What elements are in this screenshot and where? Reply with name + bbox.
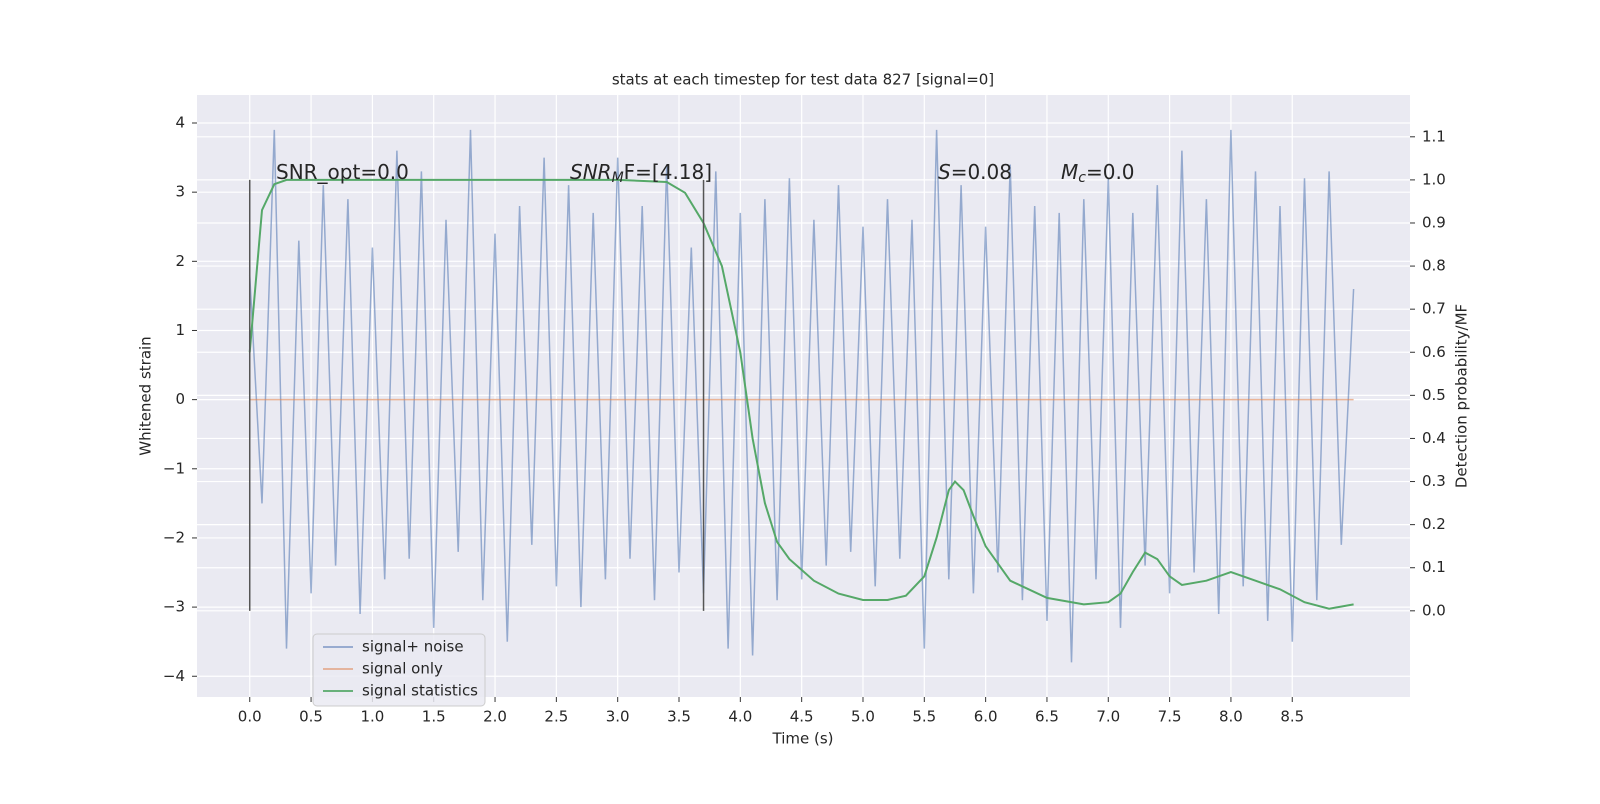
y-tick-label: −1 (163, 459, 185, 477)
x-axis-label: Time (s) (772, 730, 834, 748)
x-tick-label: 2.5 (544, 708, 568, 726)
annotation: S=0.08 (938, 160, 1012, 184)
y2-tick-label: 0.9 (1422, 213, 1446, 231)
chart-title: stats at each timestep for test data 827… (612, 71, 994, 89)
series-line (248, 178, 1354, 610)
x-tick-label: 7.0 (1096, 708, 1120, 726)
annotation: SNR_opt=0.0 (276, 160, 409, 184)
y2-tick-label: 0.5 (1422, 386, 1446, 404)
annotation: SNRMF=[4.18] (570, 160, 712, 187)
x-tick-label: 6.5 (1035, 708, 1059, 726)
annotation: Mc=0.0 (1061, 160, 1135, 187)
annotation-part: =0.08 (951, 160, 1012, 184)
annotation-part: c (1078, 170, 1086, 186)
x-tick-label: 1.0 (360, 708, 384, 726)
plot-area (197, 95, 1410, 697)
y2-tick-label: 0.2 (1422, 515, 1446, 533)
annotation-part: M (612, 170, 624, 186)
y-tick-label: 2 (175, 252, 185, 270)
x-tick-label: 8.0 (1219, 708, 1243, 726)
annotation-part: F=[4.18] (624, 160, 712, 184)
legend-label: signal+ noise (362, 638, 464, 656)
x-tick-label: 4.5 (790, 708, 814, 726)
x-tick-label: 8.5 (1280, 708, 1304, 726)
y2-tick-label: 0.3 (1422, 472, 1446, 490)
annotation-part: =0.0 (1086, 160, 1135, 184)
legend-label: signal statistics (362, 682, 478, 700)
y-tick-label: 0 (175, 390, 185, 408)
y2-tick-label: 0.6 (1422, 343, 1446, 361)
legend-box (312, 633, 486, 707)
x-tick-label: 3.5 (667, 708, 691, 726)
y2-tick-label: 0.1 (1422, 558, 1446, 576)
x-tick-label: 1.5 (422, 708, 446, 726)
y-tick-label: 3 (175, 183, 185, 201)
x-tick-label: 0.0 (238, 708, 262, 726)
y2-tick-label: 1.0 (1422, 170, 1446, 188)
y2-tick-label: 0.0 (1422, 601, 1446, 619)
x-tick-label: 0.5 (299, 708, 323, 726)
annotation-part: SNR (570, 160, 612, 184)
x-tick-label: 5.0 (851, 708, 875, 726)
y2-axis-label: Detection probability/MF (1453, 304, 1471, 488)
annotation-part: SNR_opt=0.0 (276, 160, 409, 184)
y2-tick-label: 0.7 (1422, 300, 1446, 318)
x-tick-label: 7.5 (1158, 708, 1182, 726)
series-line (248, 129, 1355, 663)
y-tick-label: 1 (175, 321, 185, 339)
legend-label: signal only (362, 660, 443, 678)
y2-tick-label: 0.8 (1422, 257, 1446, 275)
y2-tick-label: 0.4 (1422, 429, 1446, 447)
x-tick-label: 6.0 (974, 708, 998, 726)
y2-tick-label: 1.1 (1422, 127, 1446, 145)
y-tick-label: −4 (163, 667, 185, 685)
x-tick-label: 2.0 (483, 708, 507, 726)
annotation-part: S (938, 160, 951, 184)
x-tick-label: 3.0 (606, 708, 630, 726)
y-axis-label: Whitened strain (137, 336, 155, 455)
annotation-part: M (1061, 160, 1078, 184)
x-tick-label: 4.0 (728, 708, 752, 726)
y-tick-label: 4 (175, 114, 185, 132)
x-tick-label: 5.5 (912, 708, 936, 726)
y-tick-label: −2 (163, 528, 185, 546)
y-tick-label: −3 (163, 598, 185, 616)
